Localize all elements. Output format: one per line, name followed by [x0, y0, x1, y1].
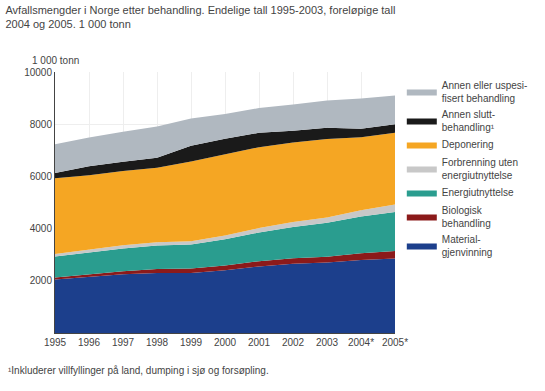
svg-text:Deponering: Deponering	[442, 139, 494, 150]
svg-text:1999: 1999	[180, 337, 203, 348]
svg-text:10000: 10000	[24, 67, 52, 78]
svg-text:1995: 1995	[44, 337, 67, 348]
svg-text:8000: 8000	[30, 119, 53, 130]
svg-text:6000: 6000	[30, 171, 53, 182]
svg-text:2005*: 2005*	[382, 337, 408, 348]
svg-text:Annen eller uspesi-fisert beha: Annen eller uspesi-fisert behandling	[442, 80, 528, 104]
svg-text:Material-gjenvinning: Material-gjenvinning	[442, 234, 493, 258]
svg-text:1996: 1996	[78, 337, 101, 348]
svg-text:Biologiskbehandling: Biologiskbehandling	[442, 205, 491, 229]
svg-text:1 000 tonn: 1 000 tonn	[32, 55, 79, 66]
svg-text:1998: 1998	[146, 337, 169, 348]
svg-text:Forbrenning utenenergiutnyttel: Forbrenning utenenergiutnyttelse	[442, 157, 518, 181]
svg-text:2000: 2000	[30, 275, 53, 286]
svg-text:2003: 2003	[316, 337, 339, 348]
svg-text:2004*: 2004*	[348, 337, 374, 348]
svg-text:4000: 4000	[30, 223, 53, 234]
svg-text:Avfallsmengder i Norge etter b: Avfallsmengder i Norge etter behandling.…	[5, 4, 395, 30]
svg-text:2001: 2001	[248, 337, 271, 348]
svg-text:Energiutnyttelse: Energiutnyttelse	[442, 187, 514, 198]
svg-text:¹Inkluderer villfyllinger på l: ¹Inkluderer villfyllinger på land, dumpi…	[8, 365, 269, 376]
svg-text:2000: 2000	[214, 337, 237, 348]
svg-text:2002: 2002	[282, 337, 305, 348]
svg-text:Annen slutt-behandling¹: Annen slutt-behandling¹	[442, 109, 495, 133]
svg-text:1997: 1997	[112, 337, 135, 348]
